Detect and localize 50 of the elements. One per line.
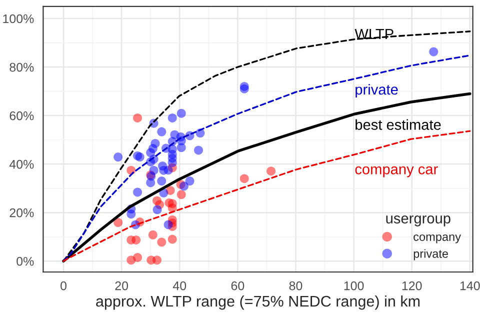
point [133, 113, 142, 122]
point [176, 143, 186, 152]
point [168, 234, 177, 244]
point [168, 113, 177, 122]
point [176, 108, 186, 118]
point [168, 203, 177, 212]
legend-label: private [414, 249, 448, 260]
x-axis-title: approx. WLTP range (=75% NEDC range) in km [96, 295, 420, 310]
x-tick-label: 40 [172, 281, 186, 290]
y-tick-label: 0% [16, 256, 34, 266]
point [114, 218, 123, 228]
point [164, 220, 173, 230]
point [157, 127, 166, 136]
point [157, 176, 166, 186]
point [152, 256, 162, 265]
point [152, 205, 162, 214]
point [148, 230, 158, 240]
point [240, 84, 249, 94]
series-label: company car [355, 166, 438, 178]
point [132, 235, 141, 244]
y-tick-label: 60% [10, 111, 34, 120]
point [164, 166, 173, 175]
x-tick-label: 120 [402, 281, 422, 290]
series-label: best estimate [356, 119, 441, 130]
y-tick-label: 80% [10, 62, 34, 72]
point [185, 176, 194, 186]
point [240, 174, 249, 184]
line-series [62, 130, 471, 262]
y-tick-label: 100% [3, 14, 34, 24]
legend-title: usergroup [386, 216, 450, 226]
legend-label: company [414, 234, 461, 244]
point [176, 190, 186, 200]
x-tick-label: 0 [60, 281, 67, 290]
series-label: private [356, 84, 398, 98]
point [266, 166, 276, 176]
y-tick-label: 20% [10, 208, 34, 218]
y-tick-label: 40% [9, 160, 34, 169]
x-tick-label: 140 [460, 281, 480, 290]
x-tick-label: 20 [115, 281, 128, 290]
x-tick-label: 80 [289, 281, 302, 290]
point [168, 158, 177, 168]
x-tick-label: 100 [344, 281, 364, 290]
x-tick-label: 60 [231, 281, 244, 290]
point [114, 152, 123, 162]
point [429, 47, 438, 56]
point [194, 146, 203, 155]
point [157, 238, 166, 247]
point [133, 252, 142, 262]
point [133, 188, 142, 197]
point [179, 182, 188, 191]
